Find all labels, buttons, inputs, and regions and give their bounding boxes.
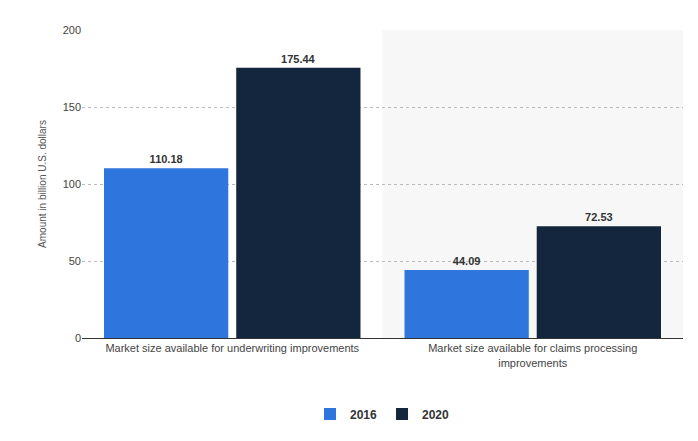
svg-text:0: 0	[75, 332, 81, 344]
svg-text:2016: 2016	[350, 408, 377, 422]
svg-text:Market size available for clai: Market size available for claims process…	[428, 342, 637, 368]
svg-text:72.53: 72.53	[585, 211, 613, 223]
svg-text:2020: 2020	[422, 408, 449, 422]
svg-text:100: 100	[63, 178, 81, 190]
svg-text:175.44: 175.44	[281, 53, 316, 65]
svg-text:200: 200	[63, 24, 81, 36]
svg-text:Amount in billion U.S. dollars: Amount in billion U.S. dollars	[37, 120, 48, 248]
svg-text:44.09: 44.09	[453, 255, 481, 267]
svg-text:150: 150	[63, 101, 81, 113]
svg-text:110.18: 110.18	[150, 153, 183, 165]
svg-text:50: 50	[69, 255, 81, 267]
svg-text:Market size available for unde: Market size available for underwriting i…	[105, 342, 359, 354]
